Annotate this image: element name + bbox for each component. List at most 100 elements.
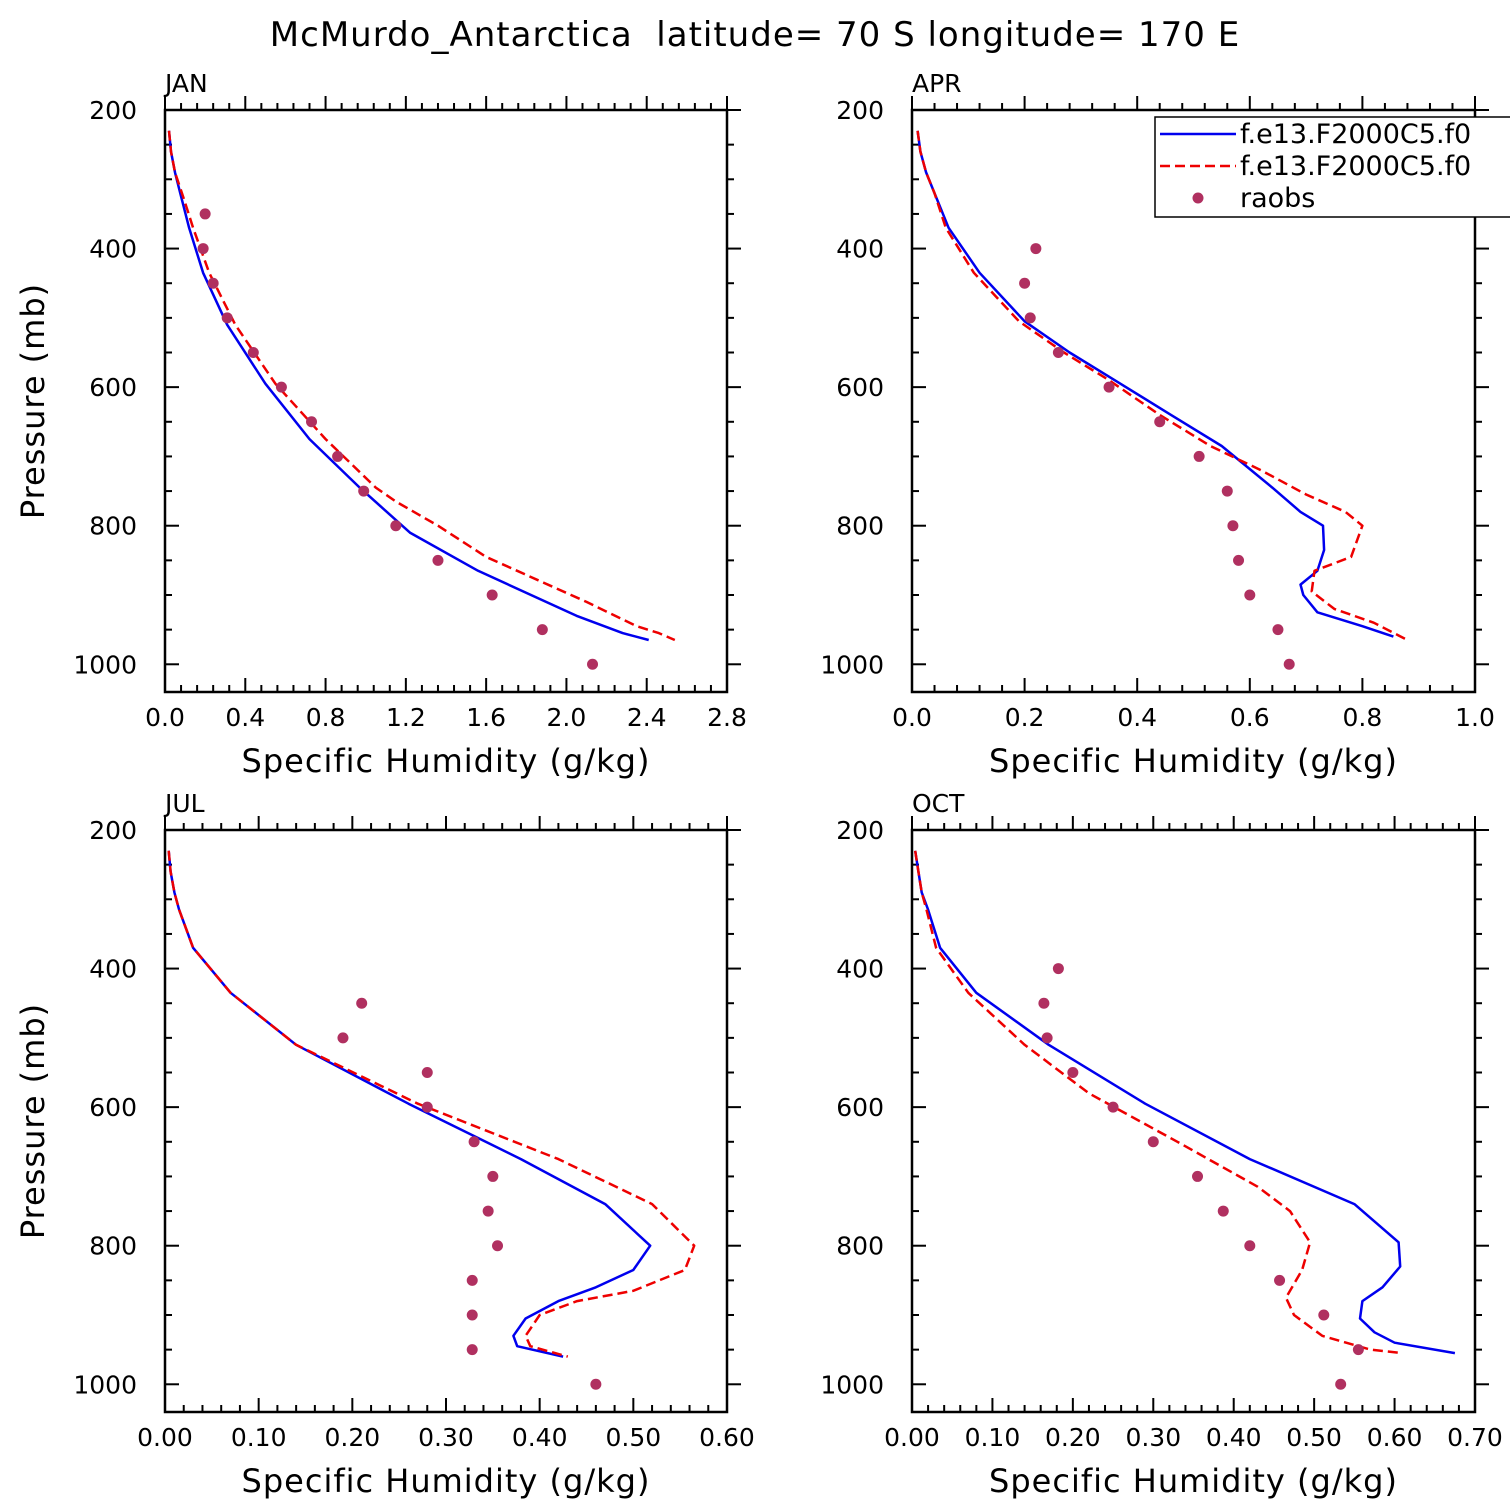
solid-series-line xyxy=(167,850,652,1358)
x-tick-label: 0.10 xyxy=(965,1423,1021,1452)
raobs-point xyxy=(1335,1378,1347,1390)
raobs-point xyxy=(1052,963,1064,975)
raobs-point xyxy=(1030,243,1042,255)
legend-entry-label: f.e13.F2000C5.f0 xyxy=(1240,119,1471,150)
raobs-point xyxy=(1221,485,1233,497)
y-tick-label: 600 xyxy=(89,1093,137,1122)
raobs-point xyxy=(1352,1344,1364,1356)
x-tick-label: 0.20 xyxy=(1045,1423,1101,1452)
raobs-point xyxy=(1244,1240,1256,1252)
raobs-point xyxy=(1227,520,1239,532)
y-tick-label: 1000 xyxy=(73,650,137,679)
x-tick-label: 0.00 xyxy=(137,1423,193,1452)
x-tick-label: 0.30 xyxy=(1125,1423,1181,1452)
raobs-point xyxy=(1244,589,1256,601)
y-tick-label: 800 xyxy=(89,512,137,541)
x-tick-label: 0.60 xyxy=(1367,1423,1423,1452)
raobs-point xyxy=(1318,1309,1330,1321)
plot-frame xyxy=(163,108,729,694)
plot-frame xyxy=(910,828,1477,1414)
dashed-series-line xyxy=(167,850,696,1358)
x-tick-label: 0.2 xyxy=(1005,703,1045,732)
raobs-point xyxy=(1272,624,1284,636)
panel-oct: 0.00 0.10 0.20 0.30 0.40 0.50 0.60 0.70 200 400 60… xyxy=(820,789,1502,1500)
dashed-series-line xyxy=(916,130,1408,642)
raobs-point xyxy=(1154,416,1166,428)
raobs-point xyxy=(221,312,233,324)
legend-marker xyxy=(1192,192,1204,204)
x-tick-label: 0.70 xyxy=(1447,1423,1503,1452)
y-tick-label: 200 xyxy=(836,816,884,845)
x-tick-label: 0.0 xyxy=(892,703,932,732)
legend-entry-label: f.e13.F2000C5.f0 xyxy=(1240,151,1471,182)
raobs-point xyxy=(1283,658,1295,670)
raobs-point xyxy=(199,208,211,220)
raobs-point xyxy=(432,554,444,566)
dashed-series-line xyxy=(167,130,676,642)
raobs-point xyxy=(1107,1101,1119,1113)
page-title: McMurdo_Antarctica latitude= 70 S longit… xyxy=(270,15,1240,55)
raobs-point xyxy=(468,1136,480,1148)
y-tick-label: 600 xyxy=(836,373,884,402)
raobs-point xyxy=(207,277,219,289)
raobs-point xyxy=(466,1274,478,1286)
y-axis-label: Pressure (mb) xyxy=(14,283,52,519)
x-tick-label: 0.50 xyxy=(1286,1423,1342,1452)
raobs-point xyxy=(482,1205,494,1217)
raobs-point xyxy=(1192,1170,1204,1182)
series-group xyxy=(916,130,1408,670)
y-tick-label: 400 xyxy=(89,955,137,984)
raobs-point xyxy=(332,450,344,462)
raobs-point xyxy=(421,1067,433,1078)
panel-label: OCT xyxy=(912,789,965,818)
x-tick-label: 0.00 xyxy=(884,1423,940,1452)
panel-label: APR xyxy=(912,69,962,98)
raobs-point xyxy=(1019,277,1031,289)
y-tick-label: 600 xyxy=(89,373,137,402)
panel-apr: 0.0 0.2 0.4 0.6 0.8 1.0 200 400 600 800 1000 APR Spe… xyxy=(820,69,1495,780)
raobs-point xyxy=(1041,1032,1053,1044)
raobs-point xyxy=(587,658,599,670)
dashed-series-line xyxy=(913,850,1403,1355)
raobs-point xyxy=(421,1101,433,1113)
x-tick-label: 0.40 xyxy=(1206,1423,1262,1452)
panel-label: JAN xyxy=(163,69,208,98)
raobs-point xyxy=(358,485,370,497)
y-tick-label: 200 xyxy=(89,96,137,125)
legend-entry-label: raobs xyxy=(1240,183,1315,214)
raobs-point xyxy=(466,1344,478,1356)
raobs-point xyxy=(356,997,368,1009)
y-tick-label: 200 xyxy=(836,96,884,125)
raobs-point xyxy=(1193,450,1205,462)
raobs-point xyxy=(487,1170,499,1182)
solid-series-line xyxy=(167,130,650,642)
panels: 0.0 0.4 0.8 1.2 1.6 2.0 2.4 2.8 200 400 600 800 1000… xyxy=(14,69,1503,1500)
x-tick-label: 2.8 xyxy=(707,703,747,732)
y-tick-label: 1000 xyxy=(73,1370,137,1399)
raobs-point xyxy=(306,416,318,428)
x-tick-label: 0.6 xyxy=(1230,703,1270,732)
raobs-point xyxy=(337,1032,349,1044)
raobs-point xyxy=(486,589,498,601)
panel-jan: 0.0 0.4 0.8 1.2 1.6 2.0 2.4 2.8 200 400 600 800 1000… xyxy=(14,69,747,780)
raobs-point xyxy=(1067,1067,1079,1078)
raobs-point xyxy=(590,1378,602,1390)
x-tick-label: 1.6 xyxy=(466,703,506,732)
x-tick-label: 0.0 xyxy=(145,703,185,732)
x-tick-label: 2.4 xyxy=(627,703,667,732)
y-tick-label: 400 xyxy=(836,955,884,984)
y-tick-label: 800 xyxy=(89,1232,137,1261)
y-tick-label: 800 xyxy=(836,1232,884,1261)
series-group xyxy=(167,130,676,670)
x-tick-label: 0.40 xyxy=(512,1423,568,1452)
x-tick-label: 0.50 xyxy=(605,1423,661,1452)
x-tick-label: 0.4 xyxy=(1117,703,1157,732)
x-axis-label: Specific Humidity (g/kg) xyxy=(242,1462,651,1500)
x-tick-label: 0.30 xyxy=(418,1423,474,1452)
series-group xyxy=(167,850,696,1390)
raobs-point xyxy=(536,624,548,636)
raobs-point xyxy=(1024,312,1036,324)
plot-frame xyxy=(910,108,1477,694)
x-tick-label: 0.20 xyxy=(324,1423,380,1452)
